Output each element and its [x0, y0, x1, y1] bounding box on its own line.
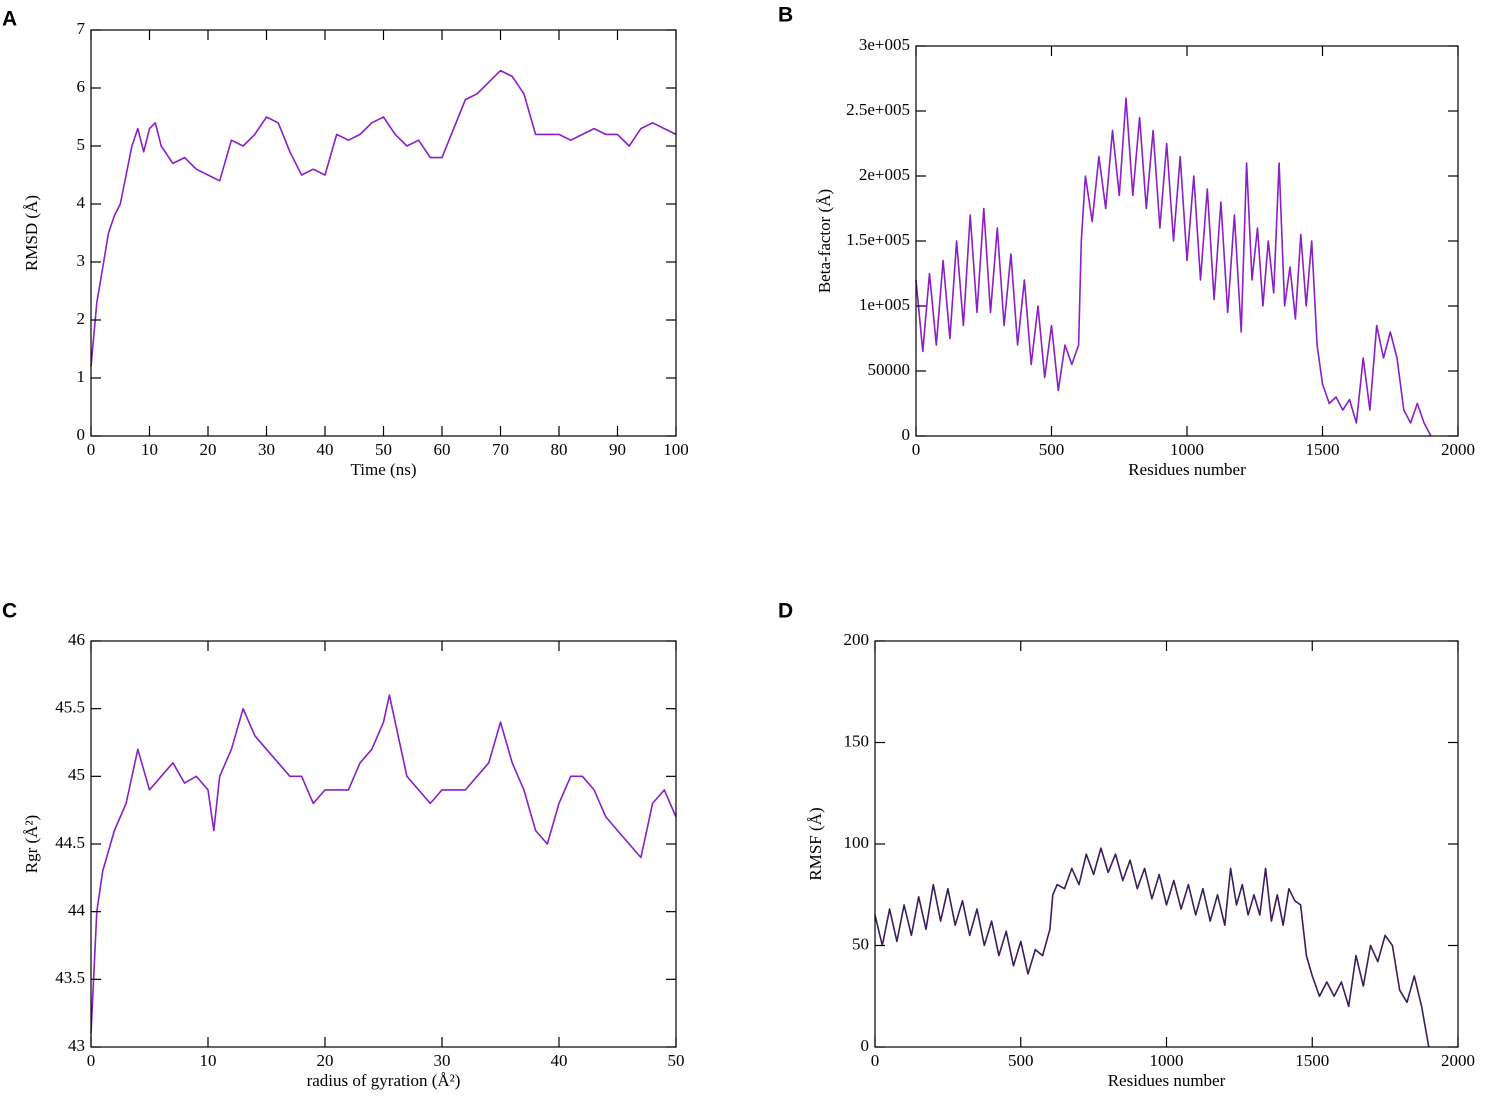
x-tick-label: 20	[200, 440, 217, 459]
y-tick-label: 6	[77, 77, 86, 96]
y-tick-label: 43.5	[55, 968, 85, 987]
x-tick-label: 40	[551, 1051, 568, 1070]
panel-label: A	[2, 8, 17, 31]
y-tick-label: 0	[861, 1036, 870, 1055]
y-tick-label: 44	[68, 901, 86, 920]
x-tick-label: 500	[1039, 440, 1065, 459]
y-tick-label: 150	[844, 731, 870, 750]
data-line	[874, 847, 1430, 1048]
x-tick-label: 50	[668, 1051, 685, 1070]
data-line	[915, 97, 1432, 437]
x-tick-label: 30	[434, 1051, 451, 1070]
plot-frame	[90, 29, 677, 437]
x-tick-label: 60	[434, 440, 451, 459]
y-tick-label: 3e+005	[859, 35, 910, 54]
y-tick-label: 2	[77, 309, 86, 328]
plot-frame	[915, 45, 1459, 437]
x-tick-label: 1500	[1306, 440, 1340, 459]
x-axis-label: Residues number	[1128, 460, 1246, 479]
x-tick-label: 0	[87, 1051, 96, 1070]
panel-label: C	[2, 600, 17, 623]
y-tick-label: 43	[68, 1036, 85, 1055]
y-axis-label: Rgr (Å²)	[22, 815, 41, 873]
data-line	[90, 694, 677, 1034]
x-tick-label: 80	[551, 440, 568, 459]
y-tick-label: 0	[902, 425, 911, 444]
x-tick-label: 1000	[1170, 440, 1204, 459]
y-tick-label: 44.5	[55, 833, 85, 852]
y-tick-label: 45	[68, 765, 85, 784]
x-tick-label: 10	[200, 1051, 217, 1070]
x-tick-label: 500	[1008, 1051, 1034, 1070]
y-axis-label: RMSD (Å)	[22, 195, 41, 271]
y-tick-label: 100	[844, 833, 870, 852]
x-tick-label: 2000	[1441, 1051, 1475, 1070]
x-tick-label: 0	[871, 1051, 880, 1070]
y-tick-label: 3	[77, 251, 86, 270]
x-tick-label: 0	[912, 440, 921, 459]
y-tick-label: 5	[77, 135, 86, 154]
x-tick-label: 20	[317, 1051, 334, 1070]
x-tick-label: 2000	[1441, 440, 1475, 459]
panel-label: B	[778, 4, 793, 27]
x-tick-label: 0	[87, 440, 96, 459]
y-axis-label: Beta-factor (Å)	[815, 189, 834, 293]
y-tick-label: 200	[844, 630, 870, 649]
x-tick-label: 100	[663, 440, 689, 459]
y-tick-label: 4	[77, 193, 86, 212]
y-tick-label: 46	[68, 630, 85, 649]
y-tick-label: 50000	[868, 360, 911, 379]
x-tick-label: 10	[141, 440, 158, 459]
plot-frame	[874, 640, 1459, 1048]
x-tick-label: 90	[609, 440, 626, 459]
y-tick-label: 1.5e+005	[846, 230, 910, 249]
x-tick-label: 70	[492, 440, 509, 459]
y-tick-label: 1	[77, 367, 86, 386]
x-axis-label: Residues number	[1108, 1071, 1226, 1090]
x-axis-label: radius of gyration (Å²)	[307, 1071, 461, 1090]
y-tick-label: 1e+005	[859, 295, 910, 314]
x-axis-label: Time (ns)	[351, 460, 417, 479]
y-tick-label: 50	[852, 934, 869, 953]
y-tick-label: 7	[77, 19, 86, 38]
panel-label: D	[778, 600, 793, 623]
y-tick-label: 45.5	[55, 698, 85, 717]
x-tick-label: 30	[258, 440, 275, 459]
y-tick-label: 2e+005	[859, 165, 910, 184]
x-tick-label: 40	[317, 440, 334, 459]
data-line	[90, 69, 677, 367]
x-tick-label: 1000	[1150, 1051, 1184, 1070]
x-tick-label: 50	[375, 440, 392, 459]
y-tick-label: 2.5e+005	[846, 100, 910, 119]
y-axis-label: RMSF (Å)	[806, 807, 825, 880]
x-tick-label: 1500	[1295, 1051, 1329, 1070]
y-tick-label: 0	[77, 425, 86, 444]
plot-frame	[90, 640, 677, 1048]
